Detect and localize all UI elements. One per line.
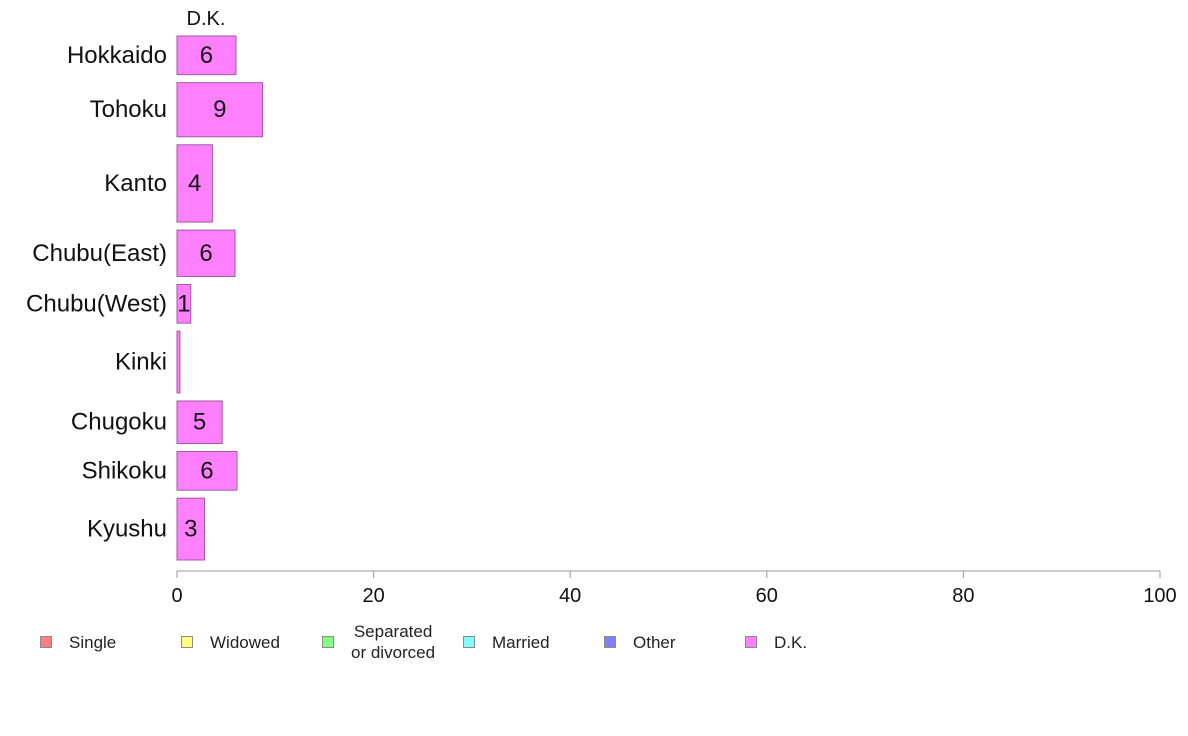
- category-label: Hokkaido: [67, 42, 167, 69]
- data-label: 1: [177, 290, 190, 317]
- bar: [176, 35, 237, 76]
- category-label: Kanto: [104, 170, 167, 197]
- legend-label: Separated or divorced: [351, 622, 436, 662]
- legend-item: Other: [604, 620, 676, 664]
- data-label: 9: [213, 96, 226, 123]
- x-tick-label: 100: [1143, 585, 1176, 607]
- category-label: Shikoku: [82, 457, 167, 484]
- bar: [176, 144, 213, 223]
- x-axis: 0 20 40 60 80 100: [171, 570, 1177, 607]
- bar: [176, 82, 264, 138]
- x-tick-label: 80: [952, 585, 974, 607]
- bar: [176, 330, 181, 394]
- bar-group: Hokkaido 6 Tohoku 9 Kanto 4 Chubu(East) 6 Chubu(…: [26, 35, 264, 561]
- bar: [176, 400, 223, 444]
- legend-swatch: [181, 636, 193, 648]
- x-tick-label: 0: [171, 585, 182, 607]
- legend-label: Single: [69, 632, 117, 652]
- legend-item: Widowed: [181, 620, 280, 664]
- legend-label: Married: [492, 632, 550, 652]
- legend-swatch: [40, 636, 52, 648]
- bar: [176, 450, 238, 491]
- chart-header-label: D.K.: [187, 8, 226, 30]
- legend-swatch: [463, 636, 475, 648]
- x-tick-label: 60: [756, 585, 778, 607]
- category-label: Chugoku: [71, 409, 167, 436]
- data-label: 5: [193, 409, 206, 436]
- legend-item: Single: [40, 620, 116, 664]
- legend-label: Widowed: [210, 632, 280, 652]
- category-label: Kyushu: [87, 516, 167, 543]
- data-label: 4: [188, 170, 201, 197]
- category-label: Chubu(East): [32, 240, 167, 267]
- legend-label: Other: [633, 632, 676, 652]
- bar: [176, 283, 192, 324]
- legend-swatch: [604, 636, 616, 648]
- legend-swatch: [745, 636, 757, 648]
- bar: [176, 229, 236, 277]
- category-label: Chubu(West): [26, 290, 167, 317]
- data-label: 3: [184, 516, 197, 543]
- legend: Single Widowed Separated or divorced Marrie…: [0, 620, 1188, 670]
- x-tick-label: 40: [559, 585, 581, 607]
- x-tick-label: 20: [362, 585, 384, 607]
- legend-item: Separated or divorced: [322, 620, 435, 664]
- category-label: Kinki: [115, 349, 167, 376]
- category-label: Tohoku: [90, 96, 167, 123]
- legend-item: D.K.: [745, 620, 807, 664]
- data-label: 6: [199, 240, 212, 267]
- data-label: 6: [200, 457, 213, 484]
- legend-item: Married: [463, 620, 550, 664]
- data-label: 6: [200, 42, 213, 69]
- legend-swatch: [322, 636, 334, 648]
- bar: [176, 497, 206, 561]
- legend-label: D.K.: [774, 632, 808, 652]
